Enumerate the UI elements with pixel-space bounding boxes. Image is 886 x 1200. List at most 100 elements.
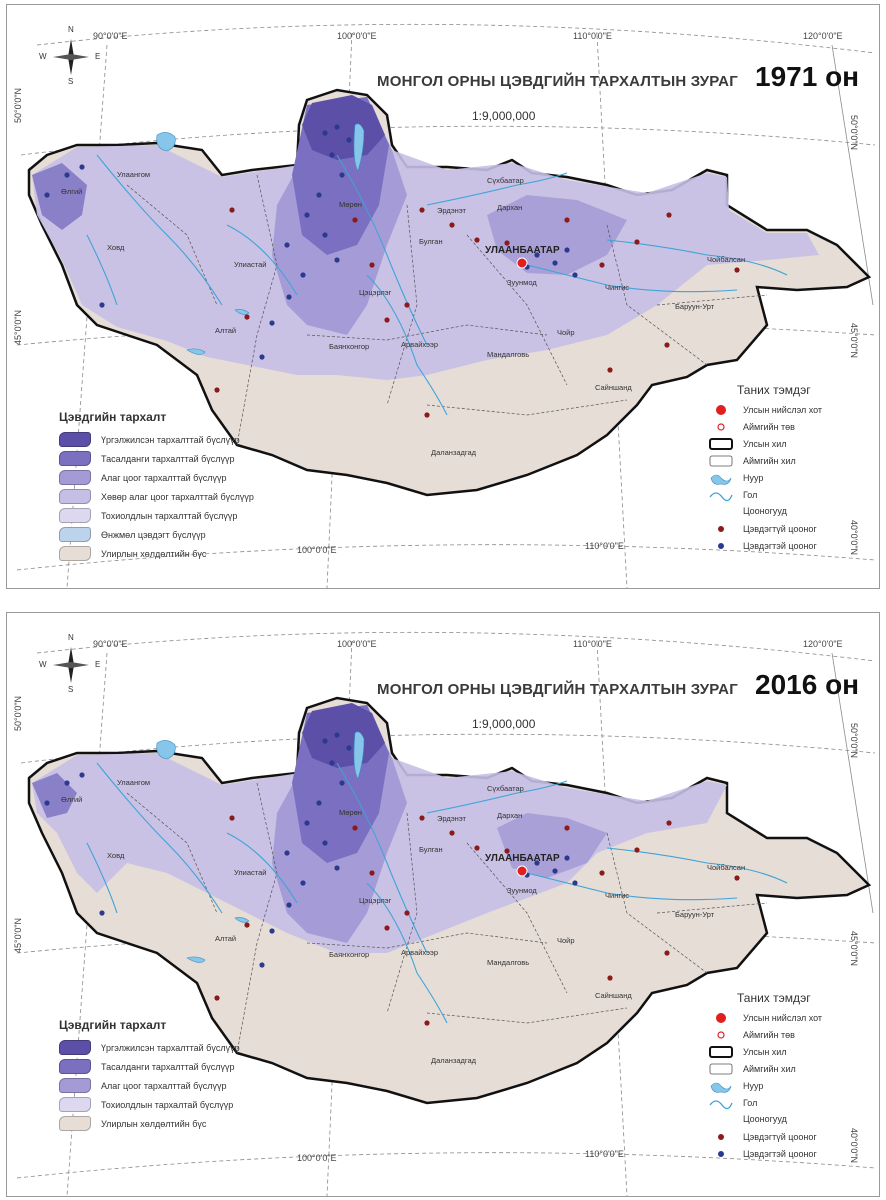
place-labels: УЛААНБААТАР Улаангом Өлгий Ховд Улиастай… [61, 778, 745, 1065]
lat-50-left-label: 50°0'0"N [13, 695, 23, 731]
legend-item-label: Өнжмөл цэвдэгт бүслүүр [101, 529, 206, 540]
place-choibalsan: Чойбалсан [707, 255, 745, 264]
compass-e: E [95, 660, 101, 669]
permafrost-well-point [346, 745, 352, 751]
map-scale: 1:9,000,000 [472, 109, 536, 123]
place-bulgan: Булган [419, 845, 443, 854]
non-permafrost-well-point [504, 240, 510, 246]
permafrost-well-point [44, 800, 50, 806]
place-sainshand: Сайншанд [595, 383, 632, 392]
non-permafrost-well-point [369, 870, 375, 876]
legend-item-label: Тохиолдлын тархалтай бүслүүр [101, 1099, 234, 1110]
legend-capital-label: Улсын нийслэл хот [743, 404, 823, 415]
legend-lake-label: Нуур [743, 472, 764, 483]
legend-capital-label: Улсын нийслэл хот [743, 1012, 823, 1023]
non-permafrost-well-point [214, 995, 220, 1001]
non-permafrost-well-point [666, 820, 672, 826]
symbols-legend-title: Таних тэмдэг [737, 383, 811, 397]
place-khovd: Ховд [107, 243, 125, 252]
place-moron: Мөрөн [339, 200, 362, 209]
permafrost-well-point [79, 164, 85, 170]
place-chinggis: Чингис [605, 283, 629, 292]
permafrost-well-point [284, 850, 290, 856]
country-shape [27, 696, 872, 1105]
legend-swatch [59, 1078, 91, 1093]
permafrost-well-point [339, 172, 345, 178]
legend-lake: Нуур [707, 1077, 877, 1094]
place-labels: УЛААНБААТАР Улаангом Өлгий Ховд Улиастай… [61, 170, 745, 457]
rivers [86, 154, 788, 416]
non-permafrost-well-point [607, 367, 613, 373]
non-permafrost-well-point [369, 262, 375, 268]
place-baruun-urt: Баруун-Урт [675, 302, 715, 311]
compass-n: N [68, 25, 74, 34]
permafrost-well-point [259, 962, 265, 968]
capital-icon [707, 1011, 735, 1025]
legend-river-label: Гол [743, 489, 758, 500]
non-permafrost-well-point [384, 317, 390, 323]
capital-marker [516, 865, 528, 877]
lon-110-label: 110°0'0"E [573, 31, 612, 41]
lon-110-bottom-label: 110°0'0"E [585, 1149, 624, 1159]
place-altai: Алтай [215, 934, 236, 943]
place-tsetserleg: Цэцэрлэг [359, 288, 392, 297]
non-permafrost-well-point [229, 815, 235, 821]
map-year: 1971 он [755, 61, 860, 92]
permafrost-well-point [534, 252, 540, 258]
non-permafrost-well-point [474, 845, 480, 851]
non-permafrost-well-point [424, 1020, 430, 1026]
non-permafrost-well-point [734, 875, 740, 881]
permafrost-well-point [44, 192, 50, 198]
place-arvaikheer: Арвайхээр [401, 948, 438, 957]
blue-dot-icon [707, 539, 735, 553]
non-permafrost-well-point [564, 217, 570, 223]
river-icon [707, 488, 735, 502]
permafrost-well-point [316, 800, 322, 806]
place-uliastai: Улиастай [234, 868, 266, 877]
place-arvaikheer: Арвайхээр [401, 340, 438, 349]
permafrost-well-point [334, 732, 340, 738]
symbols-legend: Таних тэмдэг Улсын нийслэл хот Аймгийн т… [707, 991, 877, 1162]
legend-swatch [59, 432, 91, 447]
place-dalanzadgad: Даланзадгад [431, 1056, 477, 1065]
legend-swatch [59, 546, 91, 561]
place-darkhan: Дархан [497, 203, 522, 212]
lon-100-label: 100°0'0"E [337, 639, 377, 649]
capital-marker [516, 257, 528, 269]
place-choir: Чойр [557, 936, 575, 945]
permafrost-well-point [322, 232, 328, 238]
permafrost-well-point [334, 257, 340, 263]
place-sukhbaatar: Сүхбаатар [487, 784, 524, 793]
permafrost-well-point [99, 910, 105, 916]
lon-120-label: 120°0'0"E [803, 639, 843, 649]
permafrost-well-point [269, 928, 275, 934]
non-permafrost-well-point [419, 815, 425, 821]
legend-item: Үргэлжилсэн тархалттай бүслүүр [59, 430, 269, 449]
legend-river: Гол [707, 486, 877, 503]
place-uliastai: Улиастай [234, 260, 266, 269]
legend-item-label: Улирлын хөлдөлтийн бүс [101, 548, 207, 559]
legend-item-label: Улирлын хөлдөлтийн бүс [101, 1118, 207, 1129]
legend-swatch [59, 489, 91, 504]
legend-wells-title: Цооногууд [743, 506, 787, 516]
permafrost-well-point [322, 130, 328, 136]
legend-well-with: Цэвдэгтэй цооног [707, 537, 877, 554]
permafrost-legend-list: Үргэлжилсэн тархалттай бүслүүр Тасалданги… [59, 1038, 269, 1133]
legend-aimag-border-label: Аймгийн хил [743, 1063, 796, 1074]
permafrost-well-point [552, 260, 558, 266]
lon-100-bottom-label: 100°0'0"E [297, 1153, 337, 1163]
legend-item-label: Үргэлжилсэн тархалттай бүслүүр [101, 434, 240, 445]
place-khovd: Ховд [107, 851, 125, 860]
aimag-borders [126, 174, 768, 446]
permafrost-well-point [339, 780, 345, 786]
permafrost-well-point [534, 860, 540, 866]
legend-aimag-border: Аймгийн хил [707, 1060, 877, 1077]
compass-rose: N S W E [39, 25, 100, 86]
permafrost-well-point [329, 760, 335, 766]
legend-swatch [59, 1097, 91, 1112]
place-olgii: Өлгий [61, 795, 82, 804]
place-ulaangom: Улаангом [117, 170, 150, 179]
state-border-icon [707, 1045, 735, 1059]
place-tsetserleg: Цэцэрлэг [359, 896, 392, 905]
non-permafrost-well-point [404, 910, 410, 916]
